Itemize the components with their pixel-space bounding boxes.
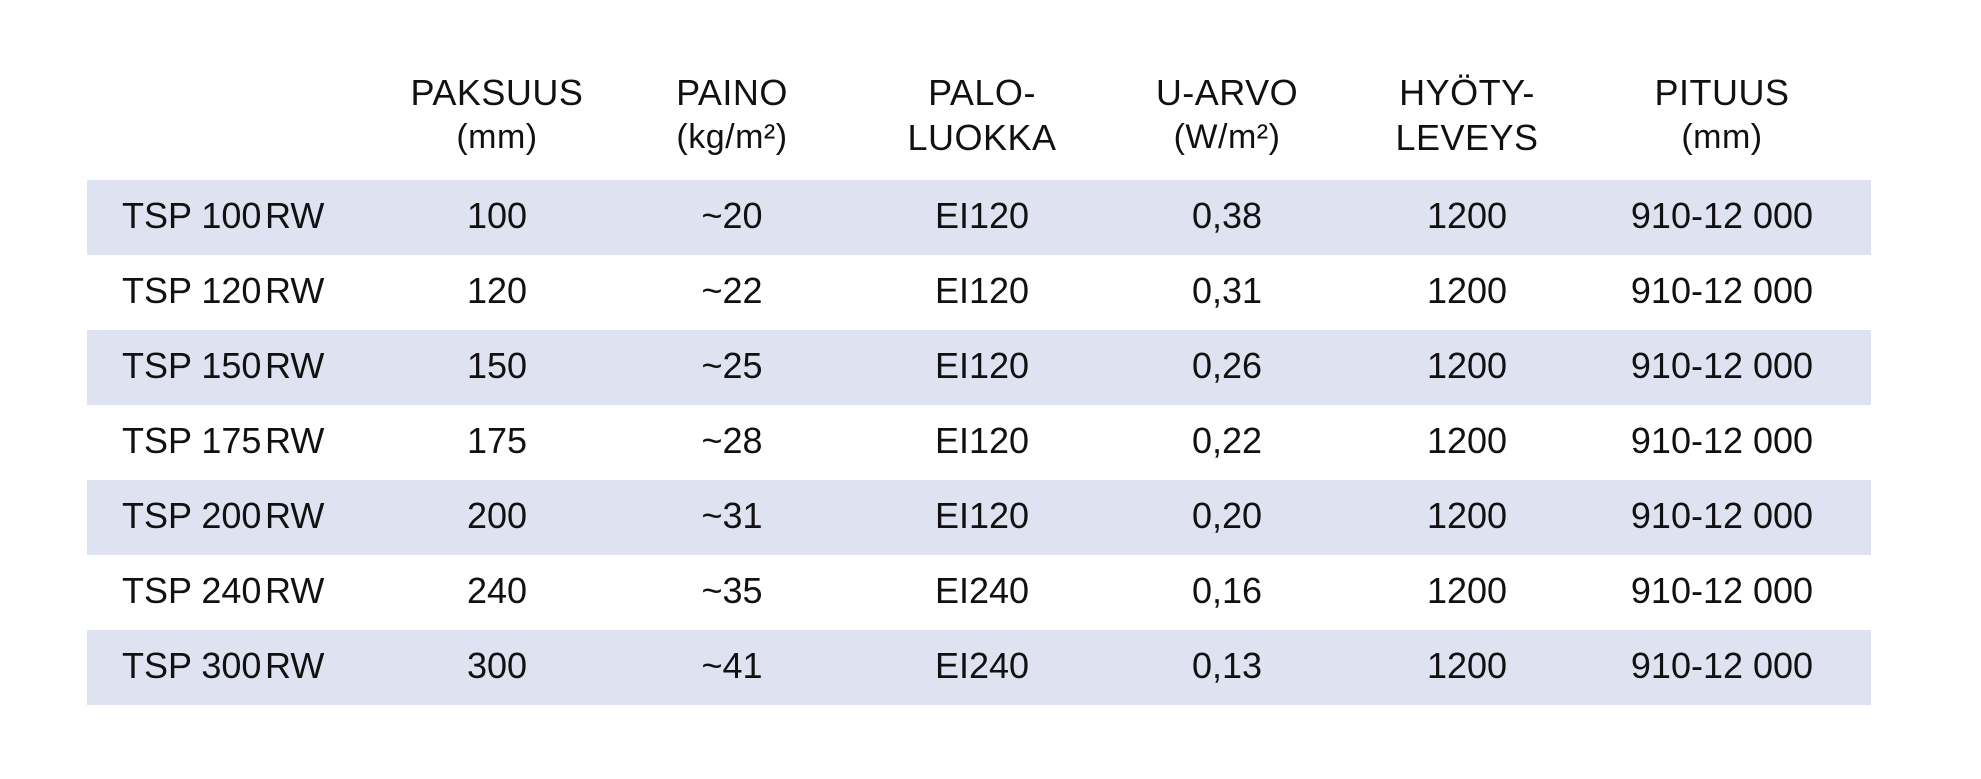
- u-value-value: 0,20: [1191, 495, 1263, 536]
- header-length: PITUUS (mm): [1647, 70, 1797, 160]
- table-header: PAKSUUS (mm) PAINO (kg/m²) PALO- LUOKKA …: [87, 70, 1871, 180]
- header-u-value: U-ARVO (W/m²): [1137, 70, 1317, 160]
- header-weight-title: PAINO: [676, 72, 788, 113]
- weight-value: ~28: [701, 420, 763, 461]
- model-name: TSP 150: [122, 345, 262, 386]
- thickness-value: 300: [466, 645, 528, 686]
- model-suffix: RW: [265, 270, 325, 311]
- fire-class-value: EI240: [934, 645, 1030, 686]
- u-value-value: 0,16: [1191, 570, 1263, 611]
- header-u-value-title: U-ARVO: [1155, 72, 1299, 113]
- thickness-value: 120: [466, 270, 528, 311]
- model-suffix: RW: [265, 495, 325, 536]
- u-value-value: 0,22: [1191, 420, 1263, 461]
- useful-width-value: 1200: [1426, 270, 1508, 311]
- header-fire-class-title: PALO-: [928, 72, 1036, 113]
- model-name: TSP 100: [122, 195, 262, 236]
- u-value-value: 0,38: [1191, 195, 1263, 236]
- product-spec-table: PAKSUUS (mm) PAINO (kg/m²) PALO- LUOKKA …: [87, 70, 1871, 705]
- table-row: TSP 120 RW 120 ~22 EI120 0,31 1200 910-12 000: [87, 255, 1871, 330]
- length-value: 910-12 000: [1630, 570, 1814, 611]
- fire-class-value: EI120: [934, 270, 1030, 311]
- table-row: TSP 300 RW 300 ~41 EI240 0,13 1200 910-12 000: [87, 630, 1871, 705]
- fire-class-value: EI120: [934, 495, 1030, 536]
- header-u-value-unit: (W/m²): [1173, 118, 1281, 156]
- length-value: 910-12 000: [1630, 645, 1814, 686]
- header-fire-class: PALO- LUOKKA: [897, 70, 1067, 160]
- model-name: TSP 120: [122, 270, 262, 311]
- header-length-unit: (mm): [1681, 118, 1763, 156]
- thickness-value: 175: [466, 420, 528, 461]
- header-useful-width-title: HYÖTY-: [1399, 72, 1535, 113]
- weight-value: ~41: [701, 645, 763, 686]
- u-value-value: 0,26: [1191, 345, 1263, 386]
- weight-value: ~20: [701, 195, 763, 236]
- thickness-value: 240: [466, 570, 528, 611]
- weight-value: ~35: [701, 570, 763, 611]
- useful-width-value: 1200: [1426, 345, 1508, 386]
- table-row: TSP 150 RW 150 ~25 EI120 0,26 1200 910-12 000: [87, 330, 1871, 405]
- u-value-value: 0,31: [1191, 270, 1263, 311]
- u-value-value: 0,13: [1191, 645, 1263, 686]
- table-row: TSP 200 RW 200 ~31 EI120 0,20 1200 910-12 000: [87, 480, 1871, 555]
- length-value: 910-12 000: [1630, 270, 1814, 311]
- model-name: TSP 200: [122, 495, 262, 536]
- table-row: TSP 100 RW 100 ~20 EI120 0,38 1200 910-12 000: [87, 180, 1871, 255]
- model-name: TSP 175: [122, 420, 262, 461]
- useful-width-value: 1200: [1426, 570, 1508, 611]
- weight-value: ~25: [701, 345, 763, 386]
- header-useful-width-title-2: LEVEYS: [1395, 117, 1539, 158]
- fire-class-value: EI120: [934, 420, 1030, 461]
- length-value: 910-12 000: [1630, 345, 1814, 386]
- thickness-value: 200: [466, 495, 528, 536]
- thickness-value: 150: [466, 345, 528, 386]
- fire-class-value: EI120: [934, 345, 1030, 386]
- weight-value: ~31: [701, 495, 763, 536]
- model-suffix: RW: [265, 645, 325, 686]
- model-name: TSP 300: [122, 645, 262, 686]
- table-row: TSP 240 RW 240 ~35 EI240 0,16 1200 910-12 000: [87, 555, 1871, 630]
- header-weight: PAINO (kg/m²): [652, 70, 812, 160]
- fire-class-value: EI240: [934, 570, 1030, 611]
- header-thickness-title: PAKSUUS: [410, 72, 584, 113]
- useful-width-value: 1200: [1426, 495, 1508, 536]
- length-value: 910-12 000: [1630, 495, 1814, 536]
- header-fire-class-title-2: LUOKKA: [907, 117, 1057, 158]
- header-thickness-unit: (mm): [456, 118, 538, 156]
- useful-width-value: 1200: [1426, 195, 1508, 236]
- header-thickness: PAKSUUS (mm): [407, 70, 587, 160]
- header-length-title: PITUUS: [1654, 72, 1790, 113]
- length-value: 910-12 000: [1630, 420, 1814, 461]
- weight-value: ~22: [701, 270, 763, 311]
- useful-width-value: 1200: [1426, 645, 1508, 686]
- model-name: TSP 240: [122, 570, 262, 611]
- length-value: 910-12 000: [1630, 195, 1814, 236]
- header-weight-unit: (kg/m²): [676, 118, 788, 156]
- table-body: TSP 100 RW 100 ~20 EI120 0,38 1200 910-12 000 TS…: [87, 180, 1871, 705]
- thickness-value: 100: [466, 195, 528, 236]
- model-suffix: RW: [265, 345, 325, 386]
- header-useful-width: HYÖTY- LEVEYS: [1377, 70, 1557, 160]
- useful-width-value: 1200: [1426, 420, 1508, 461]
- model-suffix: RW: [265, 570, 325, 611]
- table-row: TSP 175 RW 175 ~28 EI120 0,22 1200 910-12 000: [87, 405, 1871, 480]
- fire-class-value: EI120: [934, 195, 1030, 236]
- model-suffix: RW: [265, 195, 325, 236]
- model-suffix: RW: [265, 420, 325, 461]
